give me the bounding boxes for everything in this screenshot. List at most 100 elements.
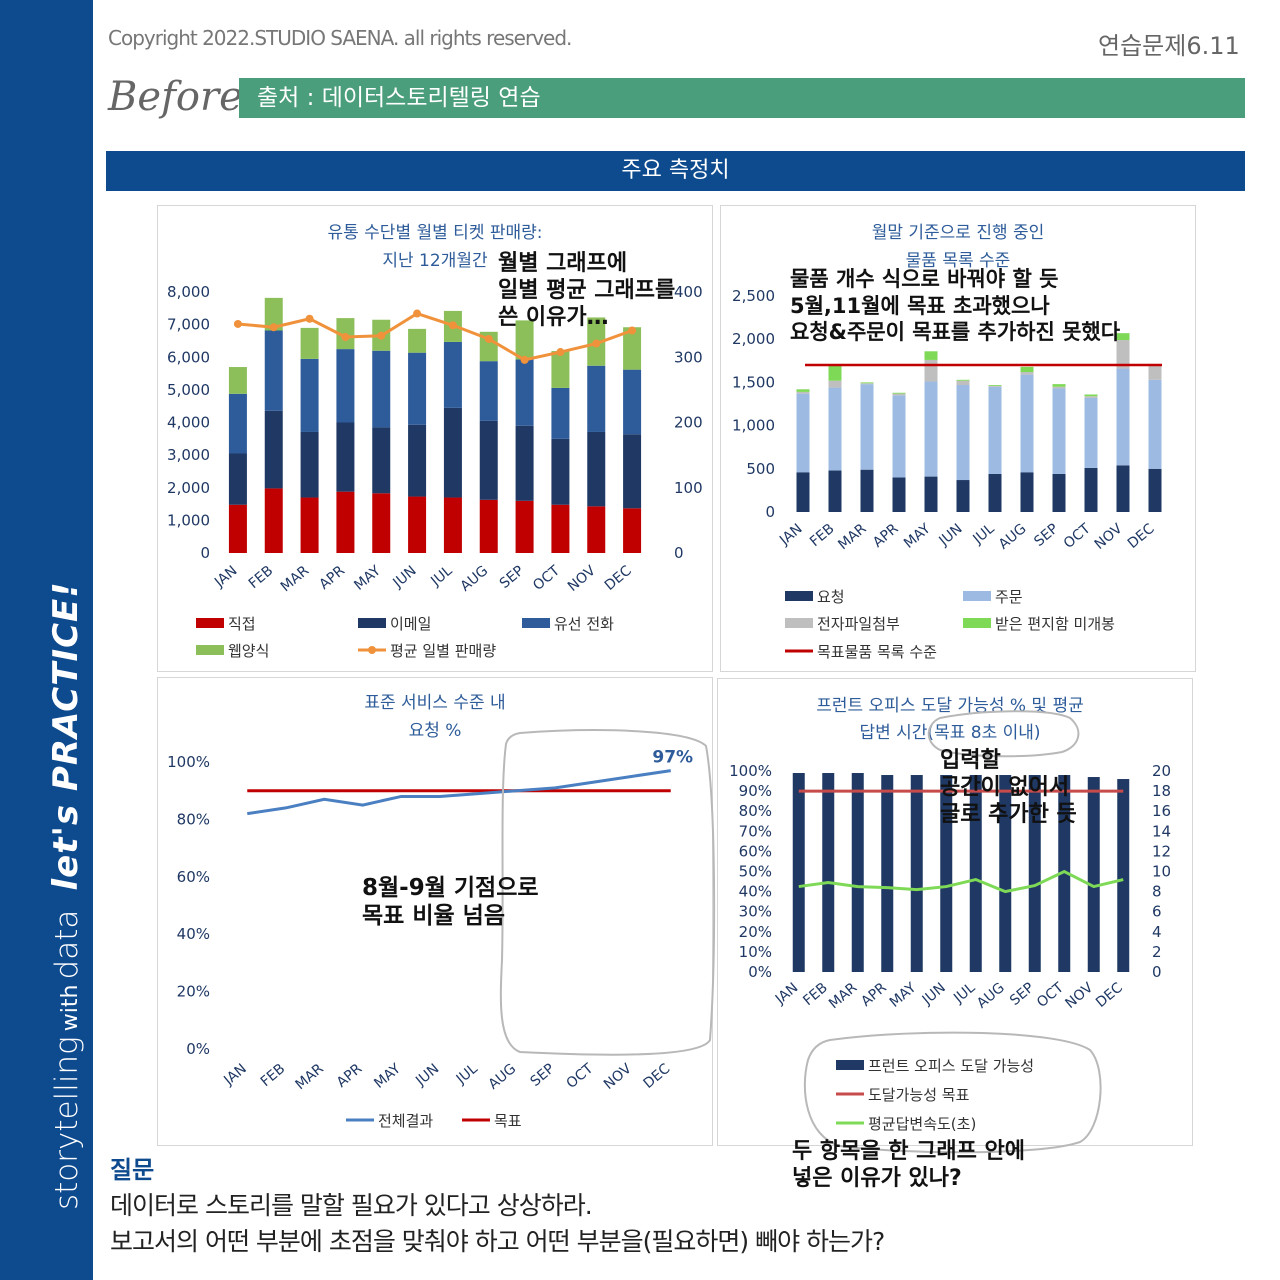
bar-segment	[924, 359, 938, 382]
x-tick-label: AUG	[458, 563, 492, 595]
bar-segment	[1148, 379, 1162, 469]
x-tick-label: JUN	[390, 563, 420, 592]
chart-panel-ticket-sales: 유통 수단별 월별 티켓 판매량: 지난 12개월간 0 1,000 2,000 3,00…	[157, 205, 713, 672]
bar-segment	[623, 327, 642, 370]
y2-tick-label: 16	[1152, 802, 1171, 820]
bar	[940, 775, 953, 972]
bar-segment	[1084, 397, 1098, 468]
bar-segment	[828, 380, 842, 388]
bar-segment	[1116, 333, 1130, 341]
bar-segment	[924, 476, 938, 512]
x-tick-label: NOV	[1062, 980, 1096, 1012]
bar-segment	[1020, 472, 1034, 512]
line-point	[305, 314, 314, 323]
source-banner: 출처 : 데이터스토리텔링 연습	[239, 78, 1245, 118]
legend-label: 평균 일별 판매량	[390, 642, 496, 660]
x-tick-label: DEC	[641, 1061, 674, 1092]
legend-swatch	[836, 1060, 864, 1070]
legend-swatch-marker	[368, 646, 376, 654]
bar-segment	[956, 379, 970, 381]
series-line	[237, 311, 633, 362]
line-point	[341, 333, 350, 342]
line-point	[377, 331, 386, 340]
x-tick-label: DEC	[1093, 980, 1126, 1011]
bar-segment	[551, 351, 570, 388]
bar-segment	[372, 427, 391, 494]
note5-line: 넣은 이유가 있나?	[792, 1165, 962, 1191]
y2-tick-label: 0	[1152, 963, 1162, 981]
note2-line: 요청&주문이 목표를 추가하진 못했다	[790, 320, 1121, 345]
bar-segment	[372, 350, 391, 428]
bar-segment	[1084, 396, 1098, 398]
chart-title: 표준 서비스 수준 내	[364, 693, 505, 713]
sidebar-brand: storytelling with data let's PRACTICE!	[46, 581, 86, 1210]
line-point	[628, 326, 637, 335]
y2-tick-label: 14	[1152, 822, 1171, 840]
bar-segment	[551, 387, 570, 439]
bar-segment	[892, 393, 906, 396]
bar-segment	[587, 365, 606, 432]
x-tick-label: FEB	[800, 980, 831, 1009]
legend-label: 주문	[995, 588, 1023, 606]
y-tick-label: 80%	[177, 810, 210, 828]
x-tick-label: SEP	[527, 1061, 557, 1090]
bar-segment	[336, 349, 355, 423]
note1-line: 쓴 이유가…	[498, 304, 609, 330]
legend-swatch	[785, 591, 813, 601]
y2-tick-label: 200	[674, 414, 703, 432]
bar-segment	[1020, 372, 1034, 375]
x-tick-label: MAY	[371, 1061, 404, 1092]
question-text: 데이터로 스토리를 말할 필요가 있다고 상상하라. 보고서의 어떤 부분에 초…	[110, 1188, 885, 1260]
bar-segment	[264, 488, 283, 553]
bar-segment	[228, 367, 247, 394]
x-tick-label: JAN	[220, 1061, 249, 1089]
chart-subtitle: 지난 12개월간	[382, 251, 488, 271]
chart-panel-inventory: 월말 기준으로 진행 중인 물품 목록 수준 0 500 1,000 1,500 2,000…	[720, 205, 1196, 672]
bar-segment	[408, 352, 427, 425]
chart-title: 유통 수단별 월별 티켓 판매량:	[327, 223, 542, 243]
bar-segment	[1052, 473, 1066, 512]
bar-segment	[1084, 467, 1098, 512]
legend-label: 전자파일첨부	[817, 615, 900, 633]
bar-segment	[828, 470, 842, 512]
main-title: 주요 측정치	[106, 151, 1245, 191]
y-tick-label: 70%	[739, 822, 772, 840]
bar-segment	[587, 506, 606, 553]
bar-segment	[264, 297, 283, 331]
y2-tick-label: 4	[1152, 923, 1162, 941]
y-tick-label: 2,500	[732, 287, 775, 305]
bar-segment	[515, 425, 534, 501]
bar-segment	[796, 393, 810, 473]
bar-segment	[479, 420, 498, 500]
y-tick-label: 40%	[177, 925, 210, 943]
x-tick-label: NOV	[601, 1061, 635, 1093]
y-tick-label: 30%	[739, 903, 772, 921]
bar-segment	[264, 410, 283, 489]
note2-line: 5월,11월에 목표 초과했으나	[790, 293, 1050, 318]
y-tick-label: 20%	[739, 923, 772, 941]
bar-segment	[1084, 394, 1098, 397]
bar-segment	[924, 351, 938, 360]
y2-tick-label: 2	[1152, 943, 1162, 961]
bar-segment	[988, 473, 1002, 512]
bar-segment	[443, 341, 462, 408]
line-point	[269, 323, 278, 332]
x-tick-label: MAR	[292, 1061, 327, 1094]
question-line-2: 보고서의 어떤 부분에 초점을 맞춰야 하고 어떤 부분을(필요하면) 빼야 하…	[110, 1227, 885, 1256]
bar	[792, 773, 805, 972]
chart-subtitle: 요청 %	[409, 721, 462, 741]
x-tick-label: JUN	[919, 980, 949, 1009]
legend-label: 도달가능성 목표	[868, 1086, 970, 1104]
bar-segment	[408, 496, 427, 553]
bar	[851, 773, 864, 972]
bar-segment	[515, 320, 534, 360]
x-tick-label: JAN	[772, 980, 801, 1008]
bar-segment	[264, 330, 283, 411]
y-tick-label: 90%	[739, 782, 772, 800]
bar-segment	[892, 395, 906, 478]
y-tick-label: 3,000	[167, 446, 210, 464]
speed-line	[798, 869, 1124, 894]
x-tick-label: FEB	[246, 563, 277, 592]
bar-segment	[860, 469, 874, 512]
bar-segment	[408, 424, 427, 497]
